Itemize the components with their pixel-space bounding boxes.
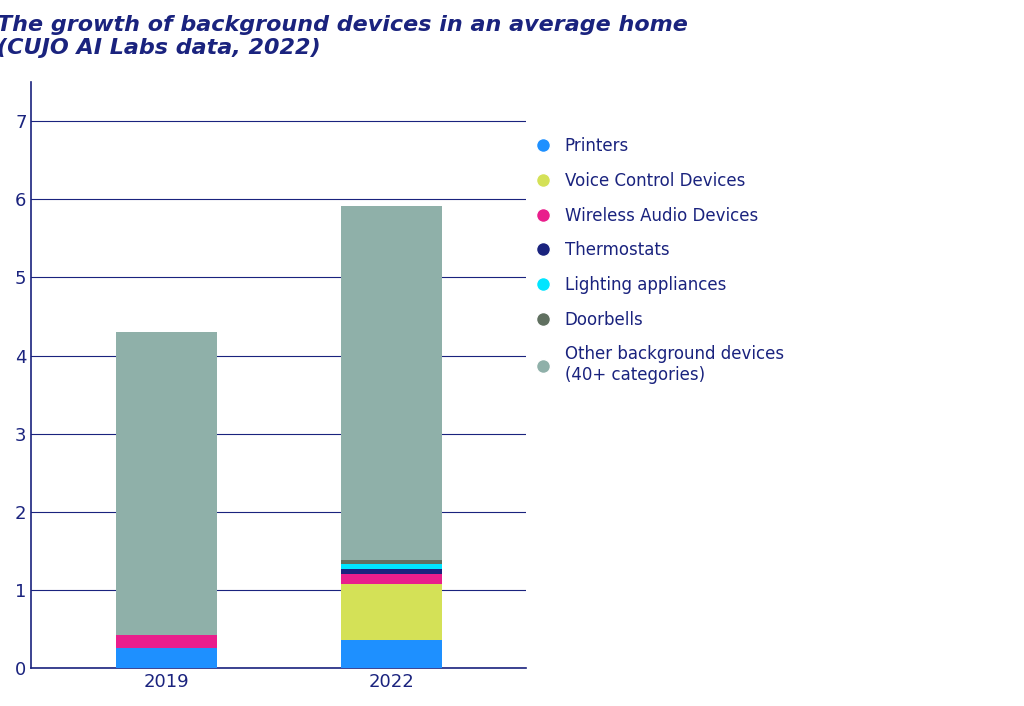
Bar bbox=[341, 584, 442, 640]
Bar bbox=[341, 640, 442, 668]
Bar bbox=[341, 575, 442, 584]
Bar bbox=[116, 635, 217, 648]
Bar bbox=[341, 564, 442, 569]
Bar bbox=[341, 206, 442, 559]
Text: The growth of background devices in an average home
(CUJO AI Labs data, 2022): The growth of background devices in an a… bbox=[0, 15, 687, 58]
Bar bbox=[341, 559, 442, 564]
Bar bbox=[116, 648, 217, 668]
Legend: Printers, Voice Control Devices, Wireless Audio Devices, Thermostats, Lighting a: Printers, Voice Control Devices, Wireles… bbox=[535, 137, 783, 384]
Bar bbox=[116, 332, 217, 635]
Bar bbox=[341, 569, 442, 575]
